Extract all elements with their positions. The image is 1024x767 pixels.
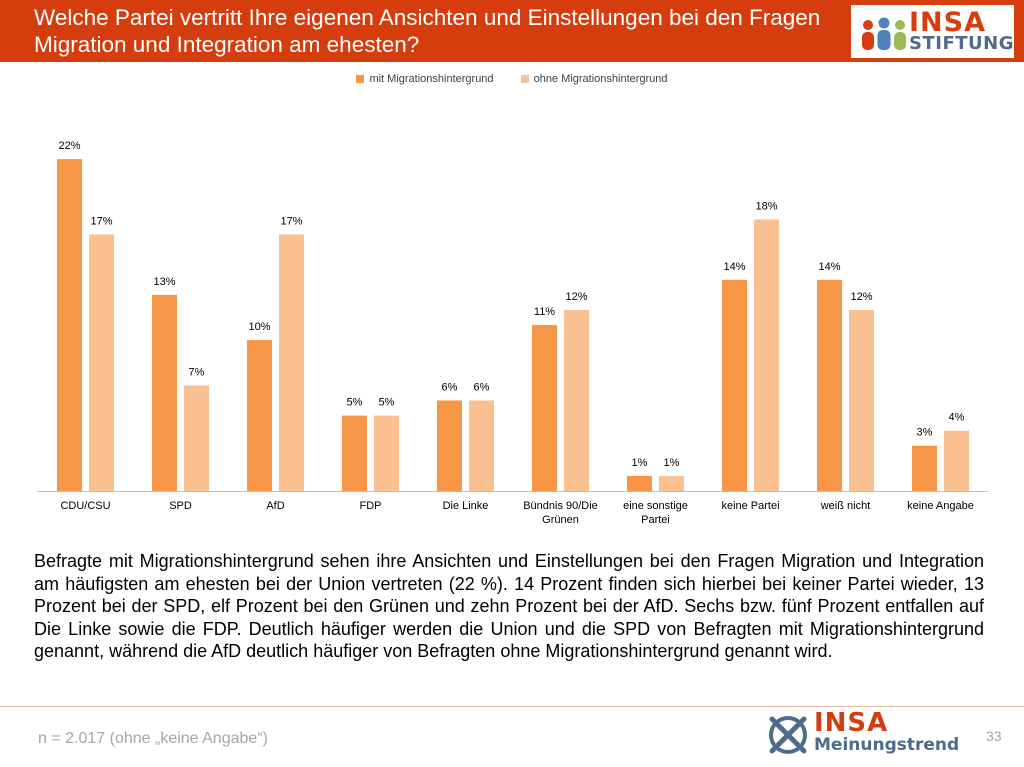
data-label-1-8: 14%	[723, 261, 745, 273]
data-label-1-10: 3%	[917, 427, 933, 439]
footer-divider	[0, 706, 1024, 707]
data-label-1-9: 14%	[818, 261, 840, 273]
data-label-2-4: 5%	[379, 397, 395, 409]
bar-2-9	[849, 309, 874, 491]
page-number: 33	[986, 728, 1002, 744]
data-label-2-1: 17%	[90, 216, 112, 228]
sample-size-note: n = 2.017 (ohne „keine Angabe“)	[38, 730, 268, 747]
bar-1-6	[532, 325, 557, 491]
legend-label-series-1: mit Migrationshintergrund	[369, 73, 494, 85]
logo-brand-text: INSA	[909, 7, 986, 38]
data-label-1-2: 13%	[153, 276, 175, 288]
data-label-2-6: 12%	[565, 291, 587, 303]
bar-1-7	[627, 475, 652, 491]
data-label-2-5: 6%	[474, 381, 490, 393]
data-label-1-7: 1%	[632, 457, 648, 469]
chart-legend: mit Migrationshintergrund ohne Migration…	[0, 73, 1024, 86]
bar-2-4	[374, 415, 399, 491]
bar-2-2	[184, 385, 209, 491]
category-label-7-line-1: eine sonstige	[623, 500, 688, 512]
data-label-1-4: 5%	[347, 397, 363, 409]
category-label-2: SPD	[169, 500, 192, 512]
bar-1-2	[152, 294, 177, 491]
bar-2-7	[659, 475, 684, 491]
page-title: Welche Partei vertritt Ihre eigenen Ansi…	[34, 5, 821, 57]
people-icon	[862, 17, 906, 50]
data-label-1-6: 11%	[534, 306, 555, 318]
insa-cross-icon	[769, 716, 807, 754]
bar-2-6	[564, 309, 589, 491]
bar-1-10	[912, 445, 937, 491]
category-label-1: CDU/CSU	[60, 500, 110, 512]
category-label-7-line-2: Partei	[641, 514, 670, 526]
category-label-3: AfD	[266, 500, 284, 512]
bar-2-8	[754, 219, 779, 491]
footer-brand-text: INSA	[814, 708, 889, 738]
footer-brand-sub-text: Meinungstrend	[814, 735, 960, 755]
summary-text: Befragte mit Migrationshintergrund sehen…	[34, 551, 984, 661]
category-label-9: weiß nicht	[820, 500, 871, 512]
data-label-1-3: 10%	[248, 321, 270, 333]
bar-1-1	[57, 159, 82, 491]
bar-chart: 22% 17% CDU/CSU 13% 7% SPD 10% 17% AfD 5% 5% FDP 6% 6…	[38, 140, 988, 526]
bar-1-5	[437, 400, 462, 491]
category-label-6-line-2: Grünen	[542, 514, 579, 526]
bar-1-4	[342, 415, 367, 491]
legend-item-series-2: ohne Migrationshintergrund	[520, 73, 668, 85]
insa-meinungstrend-logo: INSA Meinungstrend	[766, 708, 976, 758]
legend-swatch-series-2	[520, 75, 529, 83]
category-label-5: Die Linke	[443, 500, 489, 512]
logo-subtitle-text: STIFTUNG	[909, 33, 1014, 54]
category-label-10: keine Angabe	[907, 500, 974, 512]
bar-2-1	[89, 234, 114, 492]
data-label-1-5: 6%	[442, 381, 458, 393]
bar-2-10	[944, 430, 969, 491]
data-label-2-9: 12%	[850, 291, 872, 303]
category-label-4: FDP	[360, 500, 382, 512]
data-label-2-8: 18%	[755, 200, 777, 212]
data-label-1-1: 22%	[58, 140, 80, 152]
data-label-2-2: 7%	[189, 366, 205, 378]
header-bar: Welche Partei vertritt Ihre eigenen Ansi…	[0, 0, 1024, 62]
legend-swatch-series-1	[356, 75, 365, 83]
category-label-8: keine Partei	[721, 500, 779, 512]
insa-stiftung-logo: INSA STIFTUNG	[851, 5, 1014, 58]
legend-label-series-2: ohne Migrationshintergrund	[533, 73, 668, 85]
bar-1-9	[817, 279, 842, 491]
data-label-2-10: 4%	[949, 412, 965, 424]
bar-2-3	[279, 234, 304, 492]
bar-1-3	[247, 340, 272, 491]
category-label-6-line-1: Bündnis 90/Die	[523, 500, 598, 512]
bar-2-5	[469, 400, 494, 491]
data-label-2-7: 1%	[664, 457, 680, 469]
data-label-2-3: 17%	[280, 216, 302, 228]
legend-item-series-1: mit Migrationshintergrund	[356, 73, 494, 85]
bar-1-8	[722, 279, 747, 491]
